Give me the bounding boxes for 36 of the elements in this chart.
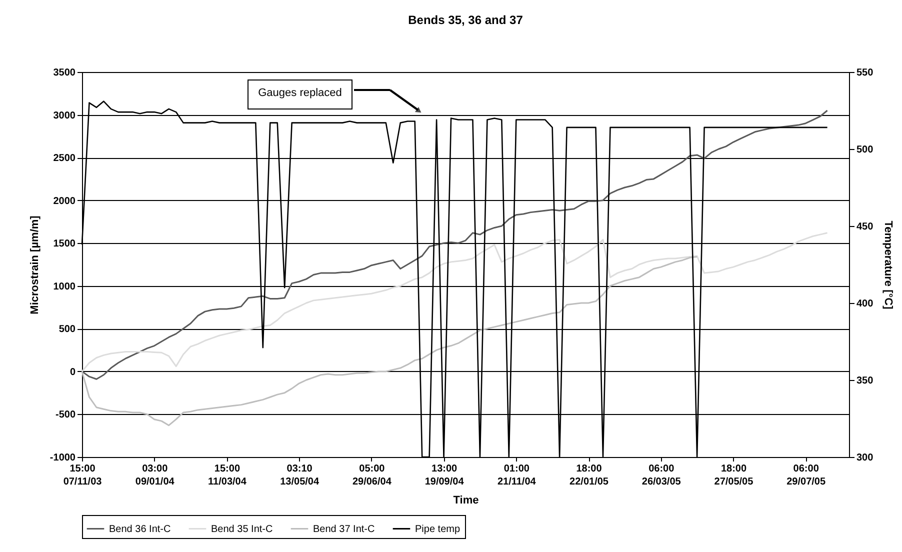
legend-label: Bend 35 Int-C [211,524,273,535]
x-tick-label: 15:00 11/03/04 [208,464,247,488]
x-tick-label: 13:00 19/09/04 [424,464,464,488]
y2-tick-label: 400 [856,298,874,310]
y-tick-label: 500 [58,324,76,336]
y-tick-label: 1500 [53,238,76,250]
y-axis-title: Microstrain [µm/m] [28,215,41,314]
y2-axis-title: Temperature [°C] [882,220,894,310]
legend-label: Bend 36 Int-C [109,524,171,535]
y2-tick-label: 350 [856,376,874,386]
x-tick-label: 01:00 21/11/04 [497,464,536,488]
y-tick-label: 1000 [53,281,76,292]
y-tick-label: -500 [55,410,76,421]
y2-tick-label: 300 [856,452,874,464]
legend-label: Bend 37 Int-C [313,524,375,535]
y-tick-label: 3000 [53,110,76,122]
y-tick-label: 3500 [53,68,76,78]
x-tick-label: 06:00 26/03/05 [642,464,682,488]
annotation: Gauges replaced [258,87,342,99]
y2-tick-label: 550 [856,68,874,78]
x-tick-label: 03:00 09/01/04 [135,464,175,488]
x-tick-label: 06:00 29/07/05 [786,464,826,488]
y-tick-label: 2500 [53,153,76,164]
y-tick-label: -1000 [50,452,76,464]
x-tick-label: 18:00 27/05/05 [714,464,754,488]
x-tick-label: 05:00 29/06/04 [352,464,392,488]
y-tick-label: 0 [70,366,76,378]
y2-tick-label: 450 [856,222,874,232]
y-tick-label: 2000 [53,196,76,207]
x-tick-label: 03:10 13/05/04 [280,464,320,488]
x-tick-label: 15:00 07/11/03 [63,464,102,488]
y2-tick-label: 500 [856,144,874,156]
legend-label: Pipe temp [415,524,460,535]
x-tick-label: 18:00 22/01/05 [570,464,609,488]
x-axis-title: Time [453,494,479,506]
chart-title: Bends 35, 36 and 37 [408,13,524,27]
